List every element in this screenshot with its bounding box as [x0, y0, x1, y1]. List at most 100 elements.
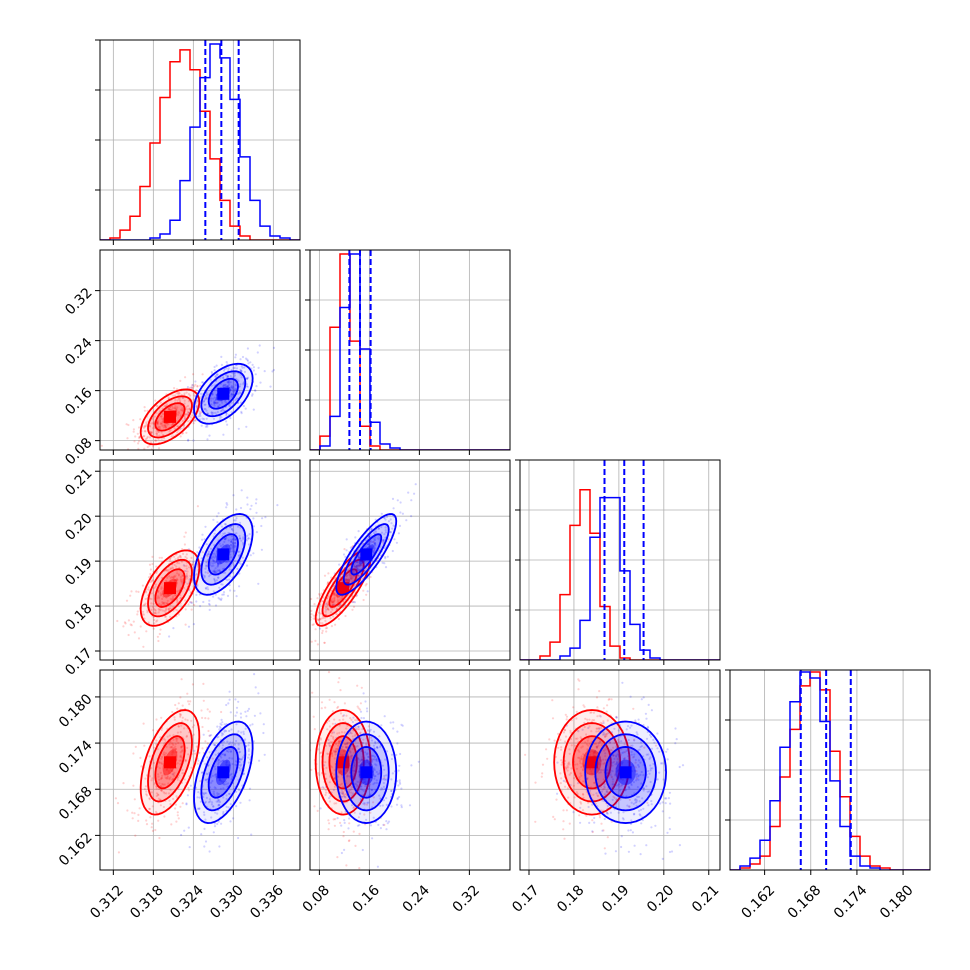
scatter-point-blue — [358, 824, 361, 827]
scatter-point-red — [147, 576, 151, 579]
scatter-point-blue — [647, 703, 650, 707]
scatter-point-blue — [220, 399, 223, 402]
scatter-point-blue — [219, 544, 223, 548]
panel-content — [114, 673, 266, 854]
density-peak-blue — [619, 766, 632, 779]
scatter-point-red — [629, 744, 632, 747]
scatter-point-red — [330, 576, 333, 579]
scatter-point-red — [176, 399, 179, 402]
scatter-point-blue — [255, 498, 258, 501]
scatter-point-blue — [356, 561, 359, 564]
scatter-point-red — [126, 437, 129, 440]
scatter-point-red — [621, 778, 625, 781]
scatter-point-red — [606, 790, 609, 794]
scatter-point-red — [169, 567, 172, 570]
scatter-point-blue — [620, 740, 623, 743]
scatter-point-blue — [353, 601, 356, 604]
scatter-point-red — [146, 435, 149, 439]
scatter-point-blue — [227, 531, 230, 535]
x-tick-label: 0.162 — [739, 882, 779, 922]
scatter-point-blue — [217, 512, 220, 515]
scatter-point-blue — [223, 753, 227, 756]
scatter-point-red — [331, 608, 334, 611]
scatter-point-red — [330, 734, 333, 738]
scatter-point-red — [156, 405, 159, 408]
scatter-point-blue — [648, 772, 651, 775]
scatter-point-blue — [384, 531, 387, 534]
scatter-point-red — [592, 793, 595, 796]
scatter-point-blue — [260, 548, 263, 551]
scatter-point-red — [336, 596, 339, 599]
scatter-point-red — [152, 607, 155, 610]
scatter-point-blue — [223, 729, 226, 732]
scatter-point-red — [158, 602, 161, 606]
scatter-point-blue — [203, 538, 206, 541]
scatter-point-red — [359, 787, 362, 790]
scatter-point-red — [160, 587, 163, 590]
scatter-point-blue — [629, 726, 632, 729]
scatter-point-red — [592, 711, 596, 714]
scatter-point-blue — [376, 537, 379, 540]
scatter-point-blue — [356, 824, 360, 827]
scatter-point-blue — [349, 757, 352, 761]
scatter-point-blue — [334, 722, 337, 726]
scatter-point-red — [306, 766, 308, 768]
scatter-point-red — [580, 758, 583, 761]
scatter-point-blue — [186, 386, 189, 389]
scatter-point-blue — [646, 776, 650, 779]
scatter-point-red — [158, 426, 161, 429]
contour-line-red — [154, 735, 186, 790]
scatter-point-red — [163, 742, 166, 745]
scatter-point-red — [123, 621, 126, 624]
scatter-point-red — [338, 724, 341, 727]
scatter-point-red — [325, 605, 328, 608]
scatter-point-red — [565, 715, 569, 718]
scatter-point-red — [189, 394, 192, 397]
scatter-point-red — [568, 748, 571, 751]
scatter-point-blue — [226, 594, 230, 598]
scatter-point-blue — [183, 829, 186, 832]
scatter-point-blue — [229, 375, 232, 378]
scatter-point-blue — [357, 725, 360, 729]
scatter-point-red — [588, 742, 591, 746]
scatter-point-red — [175, 577, 178, 580]
scatter-point-blue — [214, 787, 217, 790]
scatter-point-red — [148, 798, 151, 801]
scatter-point-blue — [351, 804, 354, 807]
scatter-point-blue — [203, 827, 206, 831]
scatter-point-red — [378, 735, 381, 738]
scatter-point-blue — [214, 768, 217, 771]
scatter-point-red — [184, 759, 187, 762]
scatter-point-red — [148, 807, 151, 810]
scatter-point-red — [196, 762, 199, 765]
scatter-point-blue — [357, 568, 361, 572]
scatter-point-red — [163, 754, 166, 757]
scatter-point-red — [181, 745, 184, 748]
scatter-point-red — [572, 706, 575, 709]
scatter-point-blue — [225, 749, 229, 753]
scatter-point-blue — [232, 547, 235, 550]
scatter-point-blue — [228, 690, 231, 693]
scatter-point-blue — [377, 527, 380, 530]
scatter-point-red — [364, 785, 367, 788]
scatter-point-red — [167, 782, 170, 785]
scatter-point-blue — [204, 818, 207, 821]
scatter-point-red — [321, 631, 324, 635]
contour-line-blue — [207, 746, 239, 799]
scatter-point-red — [362, 589, 365, 592]
scatter-point-red — [161, 602, 164, 605]
scatter-point-blue — [227, 367, 230, 370]
scatter-point-blue — [368, 543, 371, 546]
scatter-point-blue — [238, 585, 241, 588]
scatter-point-blue — [372, 773, 375, 776]
scatter-point-red — [591, 819, 594, 822]
scatter-point-red — [654, 744, 658, 747]
scatter-point-red — [383, 776, 386, 780]
scatter-point-blue — [626, 725, 630, 728]
scatter-point-blue — [238, 757, 241, 760]
scatter-point-red — [153, 611, 156, 614]
scatter-point-blue — [227, 792, 230, 796]
scatter-point-blue — [206, 773, 209, 776]
scatter-point-blue — [397, 769, 400, 772]
scatter-point-blue — [204, 762, 207, 766]
